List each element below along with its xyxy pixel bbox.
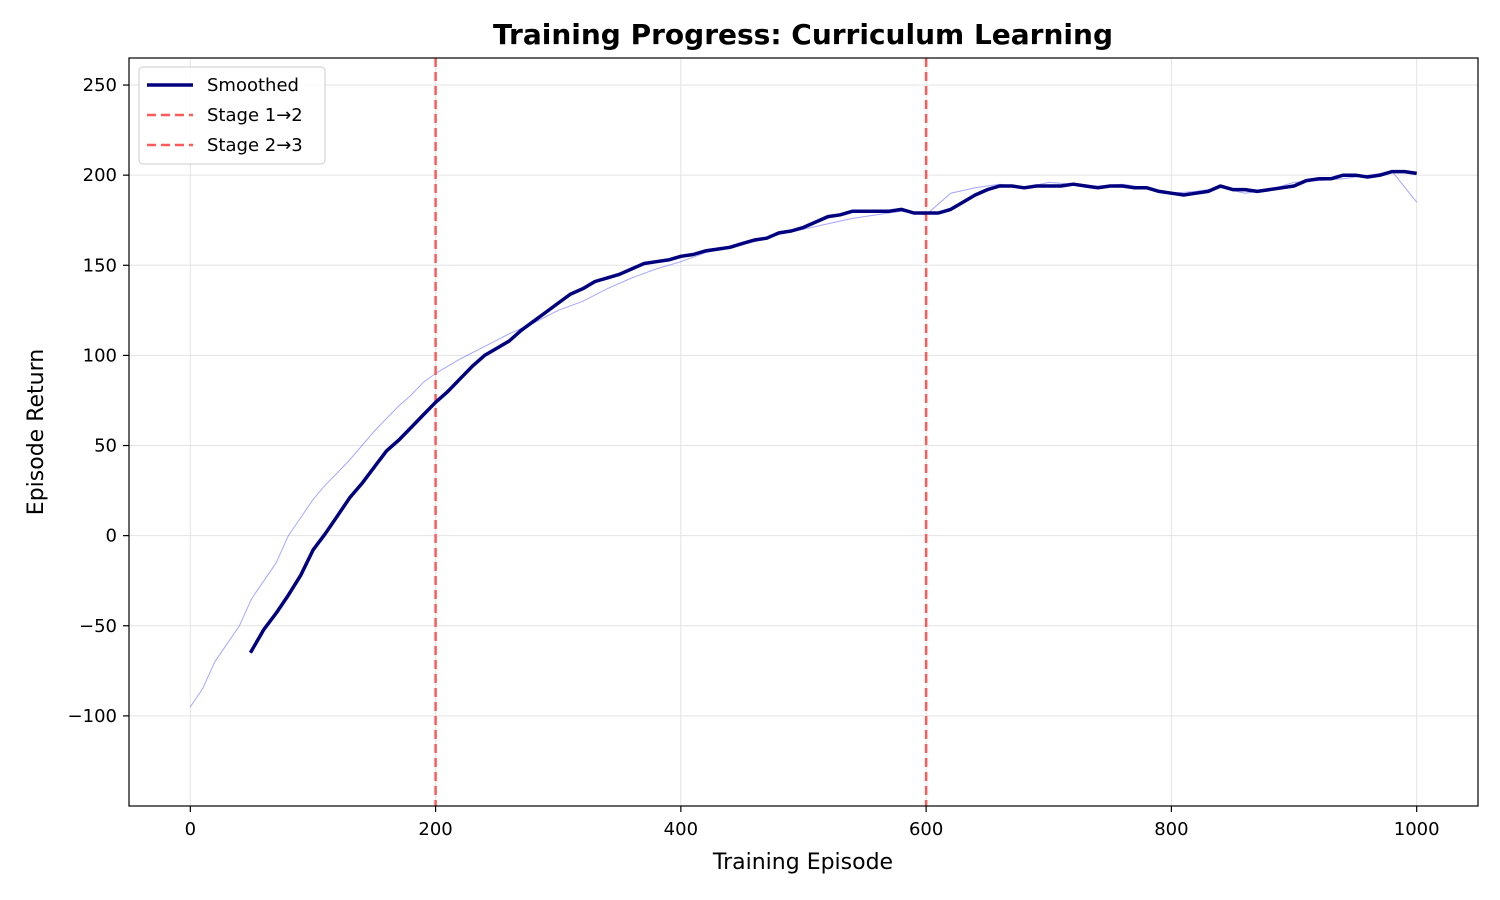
y-tick-label: 100 [83,345,117,366]
plot-area [129,58,1478,806]
y-tick-label: 0 [106,526,117,547]
x-tick-label: 600 [909,819,943,840]
chart-title: Training Progress: Curriculum Learning [493,18,1113,51]
legend-label-stage-1-2: Stage 1→2 [207,105,303,126]
plot-frame [128,57,1479,807]
grid [129,58,1478,806]
y-axis-label: Episode Return [24,349,49,515]
x-tick-label: 800 [1154,819,1188,840]
x-tick-label: 0 [185,819,196,840]
x-axis-ticks: 0 200 400 600 800 1000 [185,806,1440,840]
y-tick-label: −50 [79,616,117,637]
x-tick-label: 400 [664,819,698,840]
legend-label-stage-2-3: Stage 2→3 [207,135,303,156]
smoothed-line [248,169,1417,654]
smoothed-series-layer [248,169,1417,654]
y-tick-label: 250 [83,75,117,96]
x-tick-label: 1000 [1394,819,1440,840]
x-tick-label: 200 [418,819,452,840]
legend-box [138,66,326,165]
y-tick-label: 50 [94,436,117,457]
stage-transition-lines [434,58,928,806]
y-tick-label: 200 [83,165,117,186]
y-tick-label: −100 [68,706,117,727]
y-axis-ticks: −100 −50 0 50 100 150 200 250 [68,75,129,727]
y-tick-label: 150 [83,255,117,276]
legend: Smoothed Stage 1→2 Stage 2→3 [138,66,326,165]
x-axis-label: Training Episode [712,850,893,875]
legend-label-smoothed: Smoothed [207,75,299,96]
